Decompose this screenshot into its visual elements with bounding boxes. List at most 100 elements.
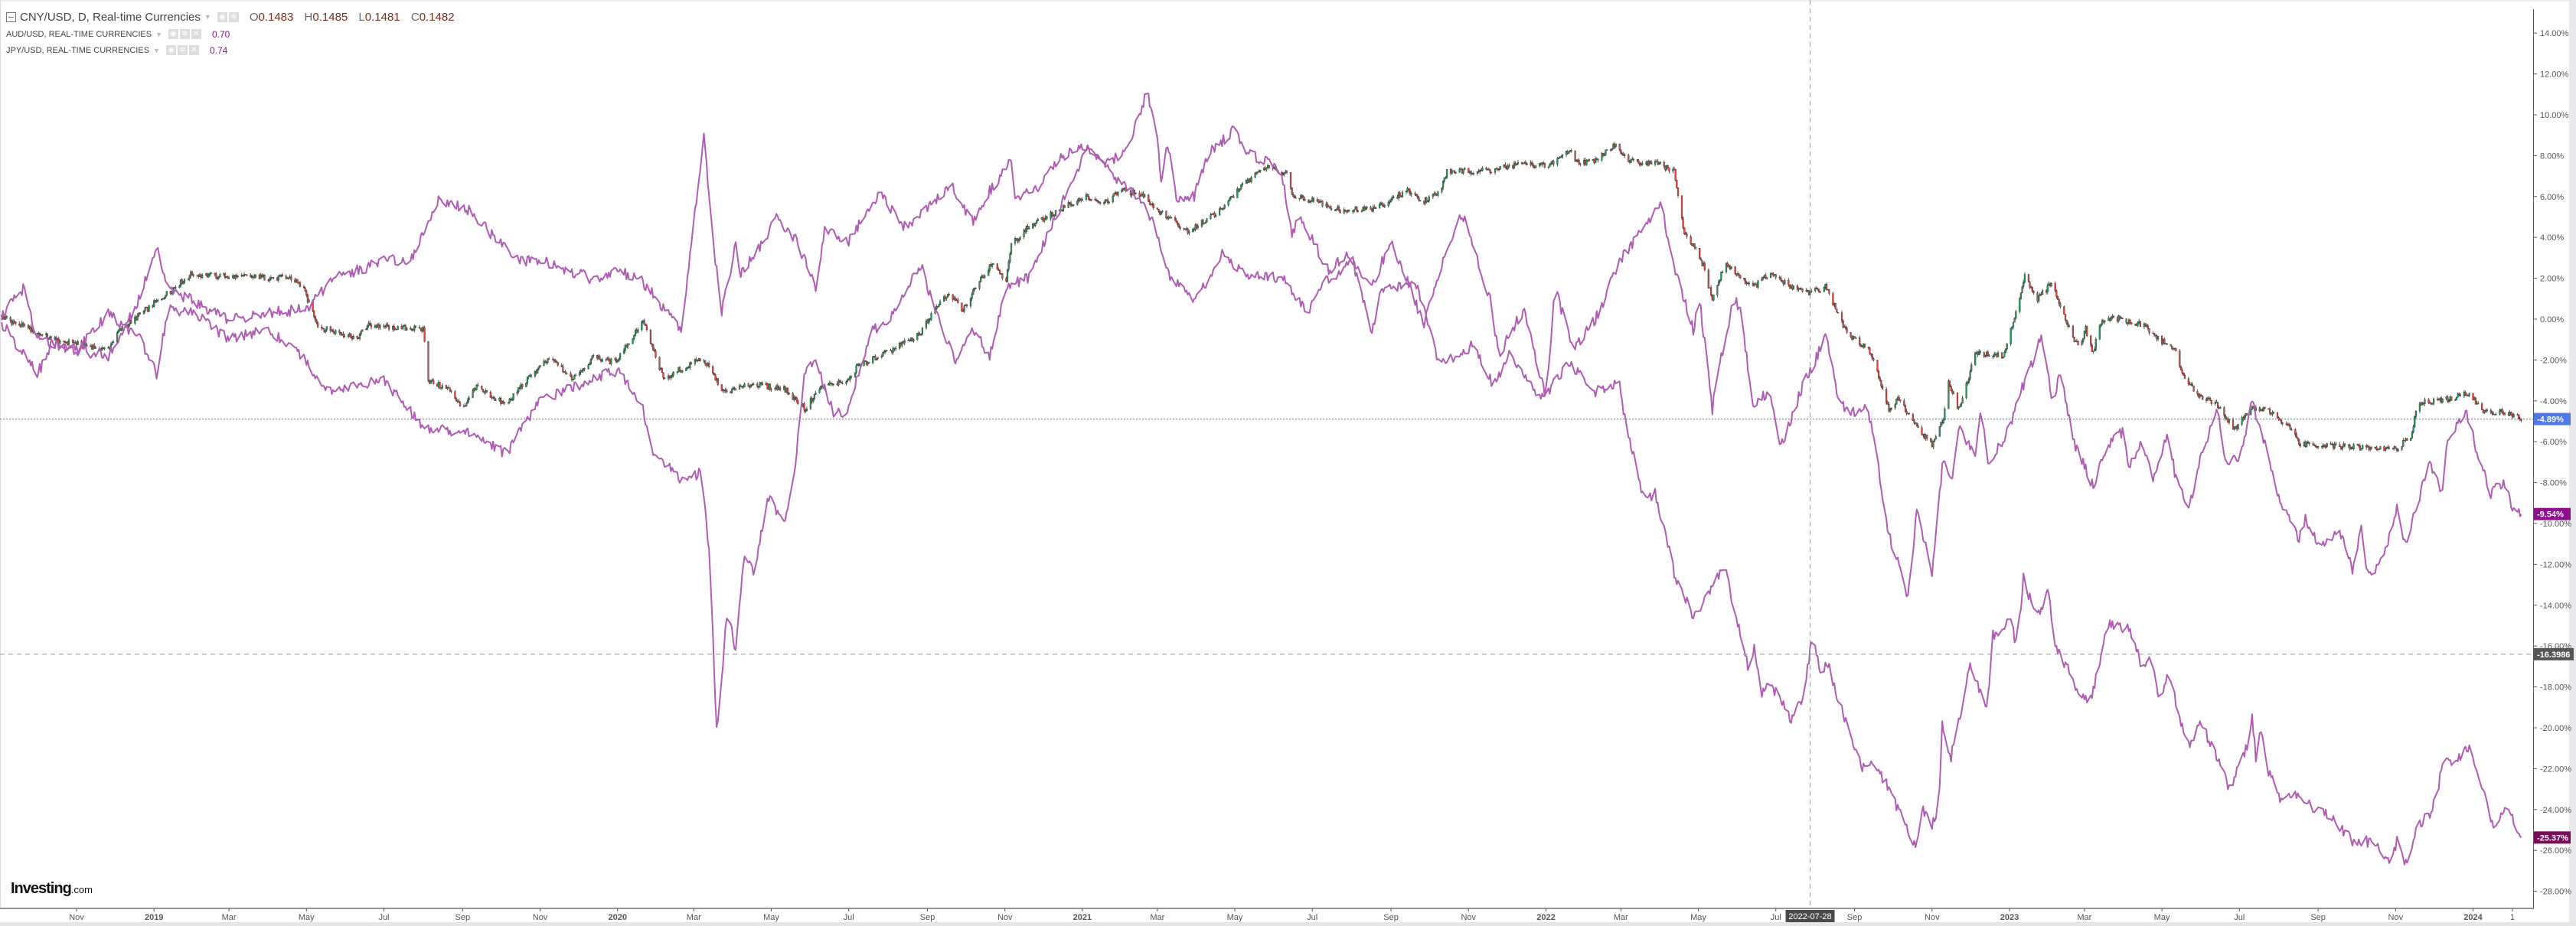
candle-body: [244, 274, 246, 276]
candle-body: [685, 367, 687, 371]
candle-body: [556, 360, 558, 363]
candle: [2362, 444, 2364, 450]
candle-body: [1840, 312, 1843, 321]
eye-icon[interactable]: ◉: [217, 11, 227, 22]
candle: [313, 310, 315, 318]
candle-body: [713, 373, 715, 375]
legend-aud-series[interactable]: AUD/USD, REAL-TIME CURRENCIES ▼ ◉ ✲ ✕ 0.…: [6, 26, 462, 42]
candle-body: [465, 403, 468, 406]
gear-icon[interactable]: ✲: [177, 45, 188, 55]
candle: [1494, 168, 1497, 175]
candle-body: [818, 389, 821, 393]
candle-body: [2432, 398, 2435, 404]
candle-body: [2362, 445, 2364, 449]
candle-body: [2104, 320, 2106, 322]
investing-logo[interactable]: Investing.com: [11, 880, 93, 898]
candle-body: [1531, 161, 1533, 165]
candle: [224, 272, 227, 280]
candle-body: [708, 363, 710, 367]
candle: [672, 371, 674, 378]
candle: [717, 378, 719, 386]
gear-icon[interactable]: ✲: [180, 29, 190, 39]
dropdown-caret-icon[interactable]: ▼: [153, 46, 160, 54]
x-tick-label: Nov: [1461, 913, 1476, 922]
candle-body: [1408, 187, 1410, 191]
candle-body: [1904, 405, 1907, 412]
candle-body: [681, 370, 684, 373]
candle: [894, 346, 897, 351]
dropdown-caret-icon[interactable]: ▼: [204, 13, 211, 21]
candle: [2092, 351, 2094, 354]
candle-body: [1405, 191, 1408, 193]
candle-body: [321, 326, 323, 329]
candle: [1570, 148, 1572, 153]
time-axis[interactable]: Nov 2019 Mar May Jul Sep Nov 2020 Mar May Jul Sep No…: [69, 908, 2515, 922]
candle: [2175, 347, 2177, 351]
candle: [459, 401, 462, 407]
right-margin-strip: [2569, 0, 2576, 926]
candle-body: [2477, 403, 2480, 405]
candle: [1046, 215, 1048, 221]
candle: [2139, 321, 2141, 327]
candle-body: [2412, 426, 2414, 432]
candle: [454, 390, 456, 399]
legend-main-series[interactable]: CNY/USD, D, Real-time Currencies ▼ ◉ ✲ O…: [6, 8, 462, 26]
candle-body: [1682, 217, 1684, 228]
candle-body: [1676, 180, 1678, 188]
candle-body: [477, 384, 479, 386]
candle: [649, 329, 651, 344]
candle-body: [9, 317, 11, 321]
close-icon[interactable]: ✕: [191, 29, 201, 39]
candle: [939, 299, 942, 305]
candle-body: [18, 323, 21, 326]
candle-body: [788, 393, 790, 395]
gear-icon[interactable]: ✲: [228, 11, 239, 22]
legend-jpy-series[interactable]: JPY/USD, REAL-TIME CURRENCIES ▼ ◉ ✲ ✕ 0.…: [6, 42, 462, 58]
candle-body: [2056, 296, 2059, 300]
candle: [5, 315, 8, 320]
candle: [2021, 285, 2023, 294]
candle-body: [2401, 445, 2403, 450]
x-tick-label: Nov: [533, 913, 548, 922]
close-icon[interactable]: ✕: [188, 45, 199, 55]
eye-icon[interactable]: ◉: [168, 29, 178, 39]
candle-body: [2179, 351, 2181, 367]
candle-body: [877, 357, 879, 359]
candle-body: [335, 330, 337, 334]
price-axis[interactable]: 14.00% 12.00% 10.00% 8.00% 6.00% 4.00% 2.00% 0.…: [2533, 29, 2571, 897]
candle: [685, 367, 687, 371]
candle: [566, 372, 568, 375]
candle-body: [1726, 262, 1729, 266]
candle: [1765, 277, 1768, 280]
candle: [1709, 285, 1712, 297]
collapse-icon[interactable]: [6, 11, 16, 22]
dropdown-caret-icon[interactable]: ▼: [155, 30, 162, 38]
candle: [352, 334, 354, 340]
candle: [2104, 320, 2106, 324]
candle-body: [1086, 194, 1089, 197]
candle-body: [116, 332, 119, 343]
candle-body: [1028, 228, 1030, 230]
candle: [525, 382, 527, 387]
candle: [730, 388, 733, 394]
candle-body: [263, 275, 266, 281]
candle: [562, 364, 564, 373]
candle-body: [2004, 348, 2007, 353]
candle-body: [1076, 201, 1079, 205]
x-tick-label: 1: [2510, 913, 2515, 922]
candle: [961, 302, 963, 312]
candle-body: [2323, 444, 2326, 447]
candle: [714, 373, 717, 381]
candle-body: [366, 325, 368, 330]
candle-body: [1415, 194, 1418, 197]
candle-body: [15, 321, 17, 324]
eye-icon[interactable]: ◉: [165, 45, 176, 55]
candle-body: [290, 276, 292, 280]
candle-body: [1659, 161, 1661, 165]
aud-last-badge-label: -9.54%: [2537, 510, 2564, 520]
candle-body: [2170, 344, 2172, 347]
candle-body: [2050, 282, 2052, 286]
candle: [690, 361, 693, 365]
candle: [1187, 227, 1189, 235]
